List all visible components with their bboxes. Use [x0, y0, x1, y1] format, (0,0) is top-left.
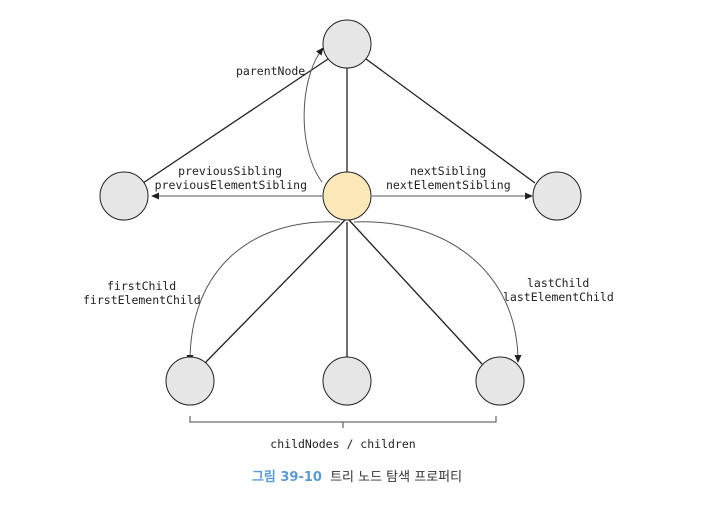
node-next-sibling: [532, 171, 582, 221]
arrow-last-child: [353, 221, 522, 363]
label-last-element-child: lastElementChild: [503, 290, 614, 304]
label-next-sibling: nextSibling: [410, 164, 486, 178]
label-previous-element-sibling: previousElementSibling: [155, 178, 307, 192]
label-last-child: lastChild: [527, 276, 589, 290]
node-previous-sibling: [99, 171, 149, 221]
arrow-first-child: [186, 221, 341, 363]
node-current: [322, 171, 372, 221]
edge-current-to-last-child: [348, 219, 483, 365]
arrow-parent-node: [303, 47, 324, 183]
label-previous-sibling: previousSibling: [178, 164, 282, 178]
label-first-child: firstChild: [107, 279, 176, 293]
edge-current-to-first-child: [203, 219, 346, 365]
tree-navigation-diagram: parentNode previousSibling previousEleme…: [83, 19, 614, 451]
node-first-child: [165, 356, 215, 406]
node-last-child: [475, 356, 525, 406]
figure-caption: 그림 39-10 트리 노드 탐색 프로퍼티: [0, 466, 714, 485]
node-middle-child: [322, 356, 372, 406]
label-next-element-sibling: nextElementSibling: [386, 178, 511, 192]
figure-number: 그림 39-10: [251, 470, 322, 485]
label-parent-node: parentNode: [236, 64, 305, 78]
node-parent: [322, 19, 372, 69]
figure-title: 트리 노드 탐색 프로퍼티: [330, 470, 463, 485]
label-first-element-child: firstElementChild: [83, 293, 201, 307]
children-bracket: [189, 416, 497, 428]
edge-parent-to-previous: [142, 58, 329, 184]
label-child-nodes: childNodes / children: [270, 437, 415, 451]
edge-parent-to-next: [365, 58, 536, 184]
